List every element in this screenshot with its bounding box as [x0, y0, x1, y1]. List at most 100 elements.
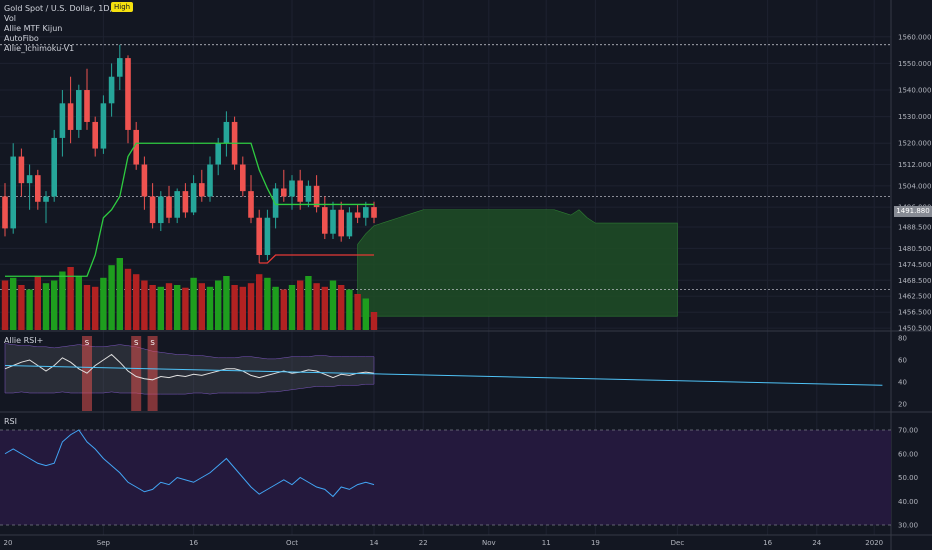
volume-bar-29: [239, 286, 246, 330]
time-tick-12: 2020: [865, 539, 883, 547]
price-tick-12: 1540.000: [898, 87, 931, 95]
volume-bar-34: [280, 289, 287, 330]
rsi-tick-1: 40.00: [898, 498, 918, 506]
price-tick-10: 1520.000: [898, 140, 931, 148]
candle-body-15: [125, 58, 131, 130]
price-tick-1: 1456.500: [898, 309, 931, 317]
volume-bar-25: [206, 286, 214, 330]
price-tick-11: 1530.000: [898, 113, 931, 121]
volume-bar-27: [223, 276, 230, 330]
candle-body-4: [35, 175, 41, 202]
indicator-ichimoku[interactable]: Allie_Ichimoku-V1: [4, 44, 75, 53]
candle-body-12: [100, 103, 107, 149]
rsi-band-fill: [0, 430, 891, 525]
price-tick-3: 1468.500: [898, 277, 931, 285]
candle-body-40: [330, 209, 336, 234]
candle-body-23: [190, 183, 197, 213]
volume-bar-10: [83, 285, 91, 330]
rsi-tick-3: 60.00: [898, 450, 918, 458]
candle-body-17: [141, 164, 148, 197]
volume-bar-6: [51, 280, 58, 330]
volume-bar-23: [190, 277, 197, 330]
cloud-area: [357, 209, 678, 317]
volume-bar-30: [247, 283, 255, 330]
volume-bar-35: [288, 285, 296, 330]
rsi-plus-label[interactable]: Allie RSI+: [4, 336, 44, 345]
rsi-pane: [0, 429, 891, 526]
volume-bar-1: [10, 277, 17, 330]
time-tick-7: 11: [542, 539, 551, 547]
time-tick-6: Nov: [482, 539, 496, 547]
time-tick-2: 16: [189, 539, 198, 547]
time-tick-1: Sep: [97, 539, 111, 547]
candle-body-43: [354, 212, 361, 218]
indicator-kijun[interactable]: Allie MTF Kijun: [4, 24, 63, 33]
volume-bar-28: [231, 285, 238, 330]
volume-bar-33: [272, 286, 279, 330]
rsi-plus-trendline: [4, 365, 883, 386]
candle-body-6: [51, 137, 57, 197]
candle-body-27: [223, 121, 230, 144]
volume-bar-20: [165, 283, 173, 330]
volume-bar-26: [215, 280, 222, 330]
volume-bar-15: [124, 268, 132, 330]
indicator-vol[interactable]: Vol: [4, 14, 16, 23]
candles: [2, 44, 377, 263]
rsi-tick-4: 70.00: [898, 427, 918, 435]
candle-body-42: [346, 212, 353, 237]
price-tick-9: 1512.000: [898, 161, 931, 169]
candle-body-5: [43, 196, 49, 202]
candle-body-37: [305, 185, 312, 202]
sell-signal-bar-1: [147, 336, 158, 411]
red-level-line: [259, 254, 374, 264]
candle-body-26: [215, 143, 221, 165]
volume-bar-14: [116, 258, 123, 330]
time-tick-0: 20: [4, 539, 13, 547]
volume-bar-43: [354, 294, 361, 330]
sell-signal-bar-2: [131, 336, 142, 411]
indicator-lines: [5, 142, 374, 277]
candle-body-20: [166, 196, 172, 218]
candle-body-44: [363, 207, 369, 218]
candle-body-14: [117, 58, 123, 77]
symbol-title: Gold Spot / U.S. Dollar, 1D, OA: [4, 4, 127, 13]
candle-body-10: [84, 90, 90, 122]
price-tick-13: 1550.000: [898, 60, 931, 68]
price-tick-8: 1504.000: [898, 182, 931, 190]
sell-signal-1: S: [150, 339, 155, 347]
volume-bar-38: [313, 283, 320, 330]
high-badge: High: [111, 2, 134, 12]
ichimoku-cloud: [357, 209, 678, 317]
indicator-autofibo[interactable]: AutoFibo: [4, 34, 39, 43]
rsi-plus-tick-0: 20: [898, 401, 907, 409]
candle-body-24: [199, 183, 205, 197]
candle-body-34: [281, 188, 287, 197]
rsi-plus-tick-1: 40: [898, 379, 907, 387]
candle-body-32: [264, 217, 271, 255]
candle-body-35: [289, 180, 295, 197]
volume-bar-9: [75, 276, 82, 330]
volume-bar-40: [329, 280, 337, 330]
time-tick-10: 16: [763, 539, 772, 547]
volume-bar-18: [149, 285, 156, 330]
rsi-label[interactable]: RSI: [4, 417, 17, 426]
volume-bar-13: [108, 265, 115, 330]
volume-bar-16: [133, 274, 140, 330]
rsi-tick-2: 50.00: [898, 474, 918, 482]
volume-bar-21: [174, 285, 181, 330]
volume-bar-19: [157, 286, 164, 330]
time-tick-3: Oct: [286, 539, 298, 547]
price-tick-0: 1450.500: [898, 325, 931, 333]
sell-signal-2: S: [134, 339, 139, 347]
candle-body-30: [248, 191, 254, 218]
volume-bars: [1, 258, 378, 330]
sell-signal-0: S: [85, 339, 90, 347]
candle-body-25: [207, 164, 213, 197]
volume-bar-17: [141, 280, 148, 330]
candle-body-22: [182, 191, 189, 213]
volume-bar-36: [297, 280, 304, 330]
candle-body-1: [10, 156, 16, 229]
kijun-line: [5, 142, 374, 277]
candle-body-19: [158, 196, 164, 224]
candle-body-39: [322, 207, 328, 234]
